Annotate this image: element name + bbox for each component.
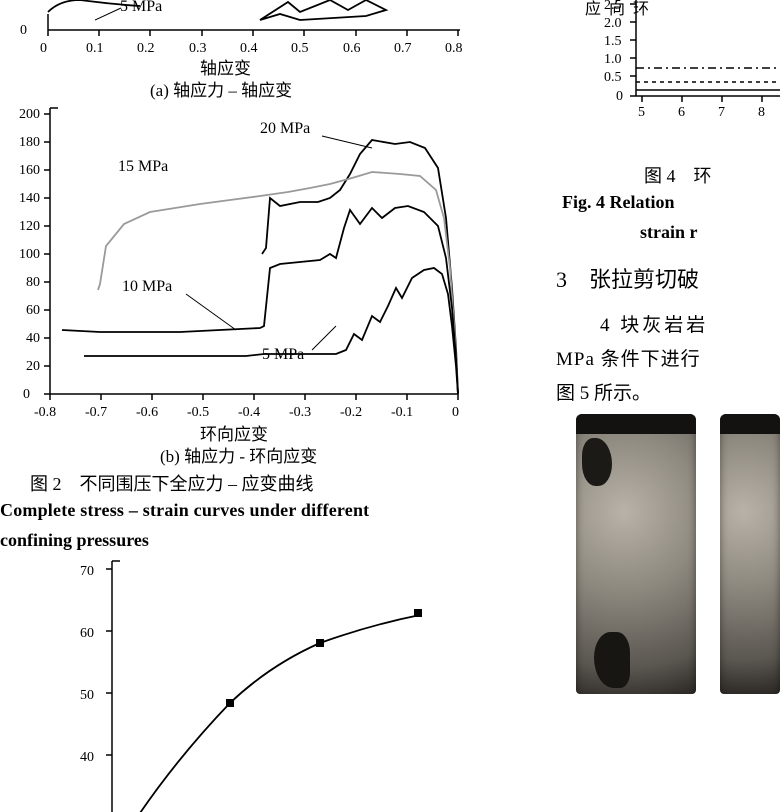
fig2-caption-en-2: confining pressures <box>0 530 149 551</box>
svg-text:0.6: 0.6 <box>343 41 361 56</box>
chart-b-label-5mpa: 5 MPa <box>262 346 304 364</box>
svg-text:180: 180 <box>19 135 40 150</box>
svg-text:0.7: 0.7 <box>394 41 412 56</box>
fig4-caption-cn: 图 4 环 <box>644 162 712 188</box>
svg-text:1.0: 1.0 <box>604 52 622 67</box>
para-line-1: 4 块灰岩岩 <box>600 310 708 337</box>
chart-c-svg: 70 60 50 40 <box>70 555 450 812</box>
chart-b-label-20mpa: 20 MPa <box>260 120 310 138</box>
svg-text:-0.3: -0.3 <box>289 405 311 420</box>
rock-photo-1 <box>576 414 696 694</box>
chart-b-label-15mpa: 15 MPa <box>118 158 168 176</box>
svg-text:60: 60 <box>80 626 94 641</box>
para-line-3: 图 5 所示。 <box>556 378 651 405</box>
fig4-caption-en-1: Fig. 4 Relation <box>562 192 675 213</box>
svg-text:7: 7 <box>718 105 725 120</box>
svg-text:0: 0 <box>40 41 47 56</box>
right-minichart-svg: 2.5 2.0 1.5 1.0 0.5 0 5 6 7 8 <box>602 0 780 126</box>
svg-text:120: 120 <box>19 219 40 234</box>
svg-text:8: 8 <box>758 105 765 120</box>
chart-b-svg: 0 20 40 60 80 100 120 140 160 180 200 -0… <box>0 98 470 438</box>
chart-b: 0 20 40 60 80 100 120 140 160 180 200 -0… <box>0 98 470 438</box>
svg-text:70: 70 <box>80 564 94 579</box>
svg-text:-0.7: -0.7 <box>85 405 107 420</box>
svg-text:-0.5: -0.5 <box>187 405 209 420</box>
fig2-caption-cn: 图 2 不同围压下全应力 – 应变曲线 <box>30 470 314 496</box>
svg-text:80: 80 <box>26 275 40 290</box>
chart-a-label-5mpa: 5 MPa <box>120 0 162 16</box>
section-3-heading: 3 张拉剪切破 <box>556 262 699 294</box>
svg-text:60: 60 <box>26 303 40 318</box>
rock-photo-2 <box>720 414 780 694</box>
svg-text:0: 0 <box>20 23 27 38</box>
svg-text:-0.6: -0.6 <box>136 405 158 420</box>
svg-text:0: 0 <box>452 405 459 420</box>
fig4-caption-en-2: strain r <box>640 222 698 243</box>
svg-text:160: 160 <box>19 163 40 178</box>
svg-text:0: 0 <box>616 89 623 104</box>
fig2-caption-en-1: Complete stress – strain curves under di… <box>0 500 369 521</box>
svg-text:0.5: 0.5 <box>604 70 622 85</box>
svg-text:0.2: 0.2 <box>137 41 155 56</box>
svg-text:5: 5 <box>638 105 645 120</box>
svg-text:-0.4: -0.4 <box>238 405 260 420</box>
svg-text:40: 40 <box>80 750 94 765</box>
svg-text:6: 6 <box>678 105 685 120</box>
svg-text:2.5: 2.5 <box>604 0 622 13</box>
svg-text:20: 20 <box>26 359 40 374</box>
svg-text:0.5: 0.5 <box>291 41 309 56</box>
svg-text:-0.1: -0.1 <box>391 405 413 420</box>
svg-text:-0.8: -0.8 <box>34 405 56 420</box>
svg-text:0: 0 <box>23 387 30 402</box>
svg-text:100: 100 <box>19 247 40 262</box>
page-root: 0 0 0.1 0.2 0.3 0.4 0.5 0.6 0.7 0 <box>0 0 780 812</box>
chart-b-xticks: -0.8 -0.7 -0.6 -0.5 -0.4 -0.3 -0.2 -0.1 … <box>34 394 459 420</box>
svg-text:140: 140 <box>19 191 40 206</box>
chart-c-yticks: 70 60 50 40 <box>80 564 112 765</box>
chart-b-label-10mpa: 10 MPa <box>122 278 172 296</box>
chart-b-caption: (b) 轴应力 - 环向应变 <box>160 442 317 467</box>
chart-b-yticks: 0 20 40 60 80 100 120 140 160 180 200 <box>19 107 50 402</box>
chart-a: 0 0 0.1 0.2 0.3 0.4 0.5 0.6 0.7 0 <box>0 0 470 80</box>
chart-c: 70 60 50 40 <box>70 555 450 812</box>
para-line-2: MPa 条件下进行 <box>556 344 701 371</box>
svg-text:200: 200 <box>19 107 40 122</box>
svg-text:0.1: 0.1 <box>86 41 104 56</box>
svg-text:-0.2: -0.2 <box>340 405 362 420</box>
chart-a-leader-5mpa <box>95 6 125 22</box>
svg-text:2.0: 2.0 <box>604 16 622 31</box>
svg-text:0.8: 0.8 <box>445 41 463 56</box>
chart-a-xticks: 0 0.1 0.2 0.3 0.4 0.5 0.6 0.7 0.8 <box>40 30 463 56</box>
svg-text:40: 40 <box>26 331 40 346</box>
svg-text:1.5: 1.5 <box>604 34 622 49</box>
svg-text:50: 50 <box>80 688 94 703</box>
